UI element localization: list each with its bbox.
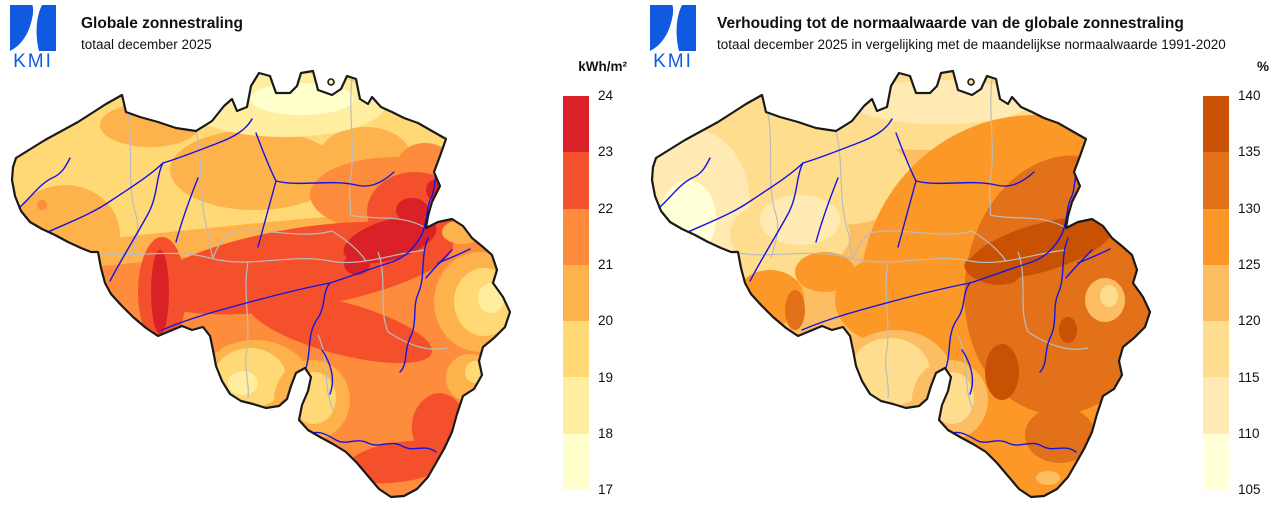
right-scale-unit: % xyxy=(1256,59,1269,74)
belgium-outline xyxy=(650,69,1152,499)
scale-tick: 105 xyxy=(1238,482,1261,498)
kmi-logo: KMI xyxy=(650,5,696,69)
scale-band xyxy=(1203,433,1229,491)
baarle-hertog-enclave xyxy=(967,78,975,86)
scale-tick: 120 xyxy=(1238,313,1261,329)
scale-band xyxy=(1203,208,1229,265)
scale-tick: 22 xyxy=(598,200,614,216)
scale-tick: 115 xyxy=(1238,369,1260,385)
kmi-logo: KMI xyxy=(10,5,56,69)
scale-tick: 20 xyxy=(598,313,614,329)
kmi-logo-swoosh xyxy=(10,5,42,51)
scale-tick: 19 xyxy=(598,369,614,385)
scale-tick: 21 xyxy=(598,256,614,272)
scale-tick: 24 xyxy=(598,88,614,103)
kmi-logo-swoosh xyxy=(650,5,682,51)
right-color-scale xyxy=(1203,96,1229,491)
kmi-logo-text: KMI xyxy=(13,51,53,69)
province-borders xyxy=(730,78,1089,413)
scale-band xyxy=(563,264,589,322)
scale-band xyxy=(563,152,589,209)
scale-tick: 18 xyxy=(598,425,614,441)
scale-band xyxy=(563,208,589,265)
ratio-fill-regions xyxy=(652,71,1150,497)
left-color-scale xyxy=(563,96,589,491)
radiation-fill-regions xyxy=(12,71,510,497)
scale-tick: 17 xyxy=(598,482,614,498)
scale-band xyxy=(1203,96,1229,153)
scale-band xyxy=(563,96,589,153)
scale-tick: 110 xyxy=(1238,425,1260,441)
scale-tick: 135 xyxy=(1238,144,1261,160)
baarle-hertog-enclave xyxy=(327,78,335,86)
rivers xyxy=(659,118,1111,453)
belgium-map-ratio xyxy=(650,69,1152,499)
scale-tick: 23 xyxy=(598,144,614,160)
scale-band xyxy=(1203,264,1229,322)
rivers xyxy=(19,118,471,453)
belgium-map-radiation xyxy=(10,69,512,499)
scale-tick: 125 xyxy=(1238,256,1261,272)
left-map-title: Globale zonnestraling xyxy=(81,15,243,32)
kmi-logo-text: KMI xyxy=(653,51,693,69)
scale-band xyxy=(563,377,589,434)
scale-band xyxy=(1203,152,1229,209)
scale-band xyxy=(1203,321,1229,378)
scale-tick: 130 xyxy=(1238,200,1261,216)
scale-band xyxy=(563,433,589,491)
left-scale-unit: kWh/m² xyxy=(578,59,627,74)
scale-band xyxy=(563,321,589,378)
left-map-subtitle: totaal december 2025 xyxy=(81,37,212,52)
province-borders xyxy=(90,78,449,413)
right-map-subtitle: totaal december 2025 in vergelijking met… xyxy=(717,37,1226,52)
scale-band xyxy=(1203,377,1229,434)
belgium-outline xyxy=(10,69,512,499)
right-map-title: Verhouding tot de normaalwaarde van de g… xyxy=(717,15,1184,32)
scale-tick: 140 xyxy=(1238,88,1261,103)
